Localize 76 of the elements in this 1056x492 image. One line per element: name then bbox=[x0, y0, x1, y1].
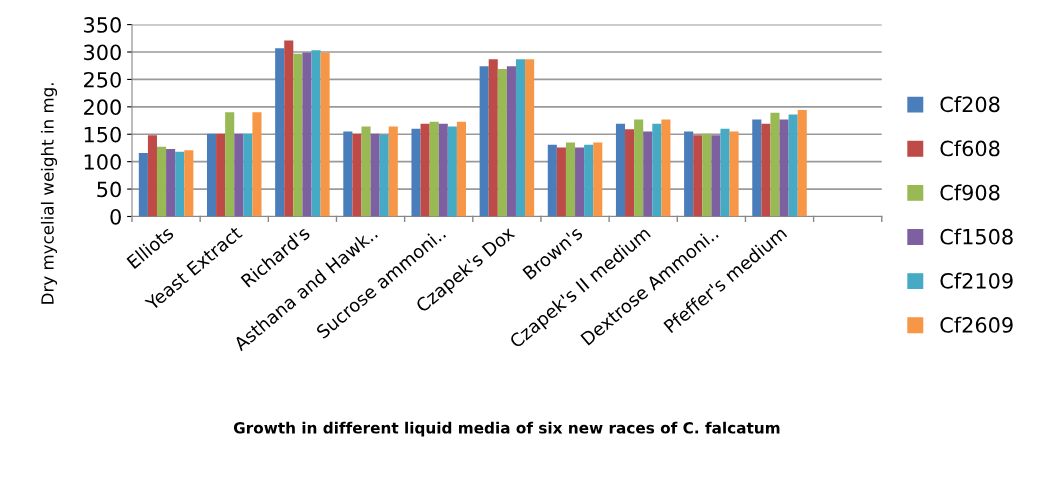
y-tick-label: 150 bbox=[84, 126, 121, 143]
bar bbox=[184, 150, 194, 217]
y-tick-label: 50 bbox=[97, 181, 121, 198]
bar bbox=[615, 123, 626, 217]
bar bbox=[166, 149, 176, 217]
bar bbox=[693, 135, 703, 217]
bar bbox=[729, 131, 739, 217]
bar bbox=[447, 126, 457, 217]
bar bbox=[352, 133, 362, 217]
legend-label: Cf1508 bbox=[940, 228, 1013, 245]
bar bbox=[361, 126, 371, 217]
y-tick-label: 200 bbox=[84, 99, 121, 116]
bar bbox=[497, 69, 507, 217]
bar bbox=[302, 52, 312, 217]
bar bbox=[311, 50, 321, 217]
x-axis-title: Growth in different liquid media of six new races of C. falcatum bbox=[233, 421, 780, 437]
y-tick-label: 100 bbox=[84, 154, 121, 170]
bar bbox=[411, 128, 421, 217]
bar bbox=[515, 59, 526, 217]
bar bbox=[252, 112, 262, 217]
bar bbox=[761, 123, 771, 217]
y-axis-title: Dry mycelial weight in mg. bbox=[40, 83, 58, 304]
bar bbox=[720, 128, 730, 217]
legend-label: Cf608 bbox=[940, 140, 1000, 157]
y-tick-label: 350 bbox=[84, 17, 121, 33]
bar bbox=[625, 129, 635, 217]
legend-label: Cf2609 bbox=[940, 316, 1013, 333]
bar bbox=[525, 59, 535, 217]
bar bbox=[556, 147, 566, 217]
bar bbox=[575, 147, 585, 217]
y-tick-label: 0 bbox=[110, 208, 121, 225]
bar bbox=[379, 134, 389, 217]
bar bbox=[429, 121, 439, 217]
bar bbox=[584, 144, 594, 217]
legend-label: Cf208 bbox=[940, 96, 1000, 113]
bar bbox=[479, 66, 489, 217]
bar bbox=[388, 126, 398, 217]
bar bbox=[634, 119, 644, 217]
bar bbox=[275, 48, 285, 217]
bar bbox=[370, 133, 380, 217]
bar bbox=[225, 112, 235, 217]
bar bbox=[320, 52, 330, 217]
bar bbox=[420, 123, 430, 217]
bar bbox=[643, 131, 653, 217]
bar bbox=[684, 131, 694, 217]
bar bbox=[234, 133, 244, 217]
bar bbox=[284, 40, 294, 217]
legend-label: Cf908 bbox=[940, 184, 1000, 201]
bar bbox=[788, 114, 798, 217]
bar bbox=[661, 119, 671, 217]
bar bbox=[216, 133, 226, 217]
bar bbox=[752, 119, 762, 217]
bar bbox=[547, 144, 557, 217]
bar bbox=[593, 142, 603, 217]
y-tick-label: 300 bbox=[84, 44, 121, 61]
bar bbox=[147, 135, 157, 217]
bar bbox=[506, 66, 516, 217]
bar bbox=[702, 133, 712, 217]
bar bbox=[711, 135, 721, 217]
bar bbox=[293, 53, 303, 217]
bar bbox=[652, 123, 662, 217]
bar bbox=[770, 112, 780, 217]
bar bbox=[797, 110, 807, 217]
bar bbox=[156, 146, 167, 217]
bar bbox=[438, 123, 448, 217]
bar bbox=[243, 133, 253, 217]
bar bbox=[488, 59, 498, 217]
bar bbox=[206, 133, 217, 217]
legend-label: Cf2109 bbox=[940, 272, 1013, 289]
bar bbox=[456, 121, 466, 217]
y-tick-label: 250 bbox=[84, 71, 121, 88]
bar bbox=[779, 119, 789, 217]
bar bbox=[343, 131, 353, 217]
bar bbox=[565, 142, 576, 217]
bar bbox=[138, 152, 148, 217]
bar bbox=[175, 151, 185, 217]
